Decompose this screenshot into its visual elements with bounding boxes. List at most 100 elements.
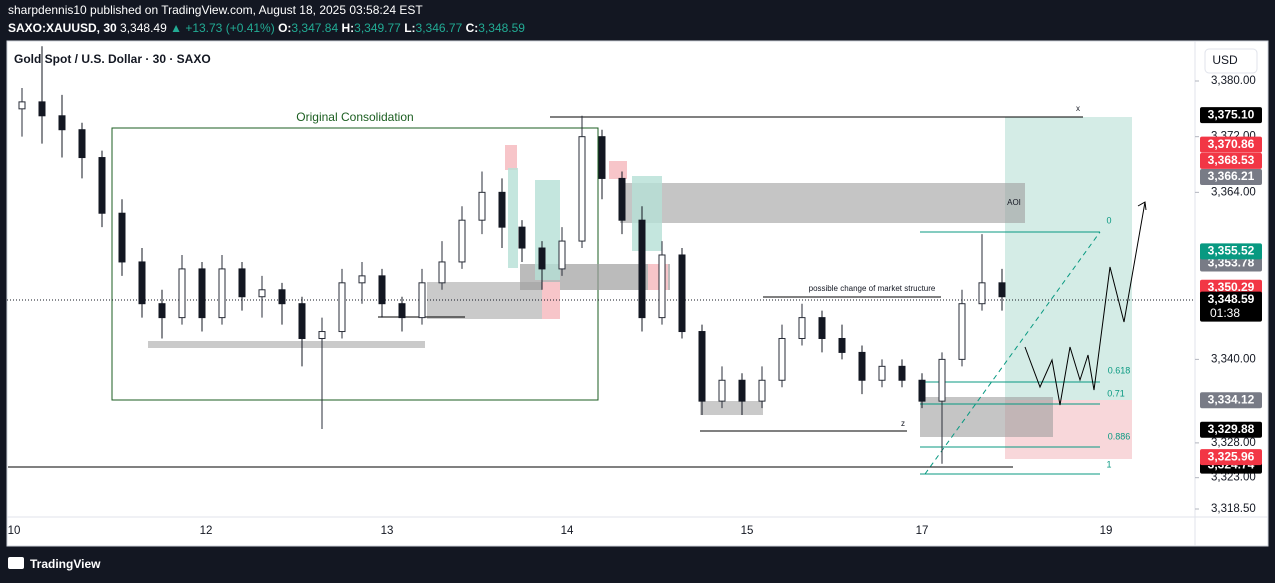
zone: [505, 145, 517, 170]
candle-body: [218, 268, 226, 319]
candle-body: [918, 379, 926, 402]
price-tag-label: 3,350.29: [1208, 280, 1255, 294]
candle-body: [378, 275, 386, 305]
currency-button[interactable]: [1204, 48, 1258, 74]
candle-body: [978, 282, 986, 305]
candle-body: [718, 379, 726, 402]
candle-body: [818, 317, 826, 339]
candle-body: [338, 282, 346, 333]
time-tick-label: 10: [8, 525, 21, 537]
candle-body: [458, 219, 466, 263]
symbol: SAXO:XAUUSD, 30: [8, 21, 117, 35]
symbol-line: SAXO:XAUUSD, 30 3,348.49 ▲ +13.73 (+0.41…: [8, 21, 525, 35]
footer-logo: TradingView: [8, 557, 101, 571]
time-tick-label: 12: [200, 525, 213, 537]
ohlc-key: O:: [278, 21, 291, 35]
last-price: 3,348.49: [120, 21, 167, 35]
currency[interactable]: USD: [1212, 53, 1238, 67]
candle-body: [98, 157, 106, 214]
annotation: possible change of market structure: [809, 284, 936, 293]
price-tag-label: 3,375.10: [1208, 107, 1255, 121]
candle-body: [898, 365, 906, 381]
candle-body: [298, 303, 306, 339]
candle-body: [598, 136, 606, 179]
time-tick-label: 14: [561, 525, 574, 537]
zone: [920, 397, 1053, 437]
price-tag: [1200, 255, 1262, 272]
price-tag: [1200, 449, 1262, 466]
candle-body: [58, 115, 66, 131]
candle-body: [258, 289, 266, 298]
candle-body: [678, 254, 686, 333]
fib-label: 0: [1106, 215, 1111, 225]
candle-body: [938, 358, 946, 402]
price-tag-label: 3,370.86: [1208, 137, 1255, 151]
candle-body: [418, 282, 426, 319]
price-tag-label: 3,325.96: [1208, 449, 1255, 463]
candle-body: [138, 261, 146, 305]
fib-trend: [924, 231, 1101, 475]
candle-body: [698, 331, 706, 402]
fib-label: 0.71: [1107, 388, 1125, 398]
ohlc-value: 3,346.77: [416, 21, 463, 35]
candle-body: [158, 303, 166, 319]
candle-body: [478, 191, 486, 221]
candle-body: [858, 351, 866, 381]
logo-icon: [8, 557, 24, 569]
candle-body: [18, 101, 26, 110]
zone: [700, 401, 763, 415]
price-tick-label: 3,380.00: [1211, 75, 1256, 87]
candle-body: [838, 337, 846, 353]
zone: [148, 341, 425, 348]
price-tag-label: 3,368.53: [1208, 153, 1255, 167]
price-tick-label: 3,364.00: [1211, 186, 1256, 198]
price-tag: [1200, 168, 1262, 185]
price-tag: [1200, 421, 1262, 438]
candle-body: [798, 317, 806, 339]
candle-body: [538, 247, 546, 270]
candle-body: [998, 282, 1006, 298]
candle-body: [178, 268, 186, 319]
price-tag: [1200, 392, 1262, 409]
price-tag-label: 3,329.88: [1208, 422, 1255, 436]
price-tag-label: 3,348.59: [1208, 292, 1255, 306]
countdown: 01:38: [1210, 306, 1240, 320]
price-tick-label: 3,328.00: [1211, 437, 1256, 449]
price-axis: 3,380.003,372.003,364.003,340.003,328.00…: [8, 75, 1262, 537]
candle-body: [118, 212, 126, 263]
candle-body: [658, 254, 666, 319]
change: ▲ +13.73 (+0.41%): [170, 21, 275, 35]
candle-body: [498, 191, 506, 228]
candle-body: [318, 331, 326, 339]
ohlc-key: C:: [466, 21, 479, 35]
ohlc-key: H:: [341, 21, 354, 35]
candle-body: [438, 261, 446, 284]
price-tag: [1200, 107, 1262, 124]
price-tag: [1200, 152, 1262, 169]
brand: TradingView: [30, 557, 101, 571]
fib-label: 0.886: [1108, 431, 1131, 441]
candle-body: [38, 101, 46, 117]
ohlc-key: L:: [404, 21, 415, 35]
price-tick-label: 3,318.50: [1211, 503, 1256, 515]
projection-arrow: [1137, 201, 1147, 211]
candle-body: [778, 337, 786, 381]
candles: [18, 46, 1006, 464]
candle-body: [618, 177, 626, 221]
time-tick-label: 19: [1100, 525, 1113, 537]
candle-body: [958, 303, 966, 360]
candle-body: [198, 268, 206, 319]
time-tick-label: 15: [741, 525, 754, 537]
annotation: Original Consolidation: [296, 110, 413, 124]
candle-body: [738, 379, 746, 402]
ohlc-value: 3,348.59: [478, 21, 525, 35]
zone: [508, 168, 518, 268]
ohlc-value: 3,347.84: [291, 21, 338, 35]
zone: [632, 176, 662, 251]
candle-body: [558, 240, 566, 270]
annotation: x: [1076, 104, 1080, 113]
fib-label: 0.618: [1108, 365, 1131, 375]
candle-body: [358, 275, 366, 284]
annotation: AOI: [1007, 198, 1021, 207]
